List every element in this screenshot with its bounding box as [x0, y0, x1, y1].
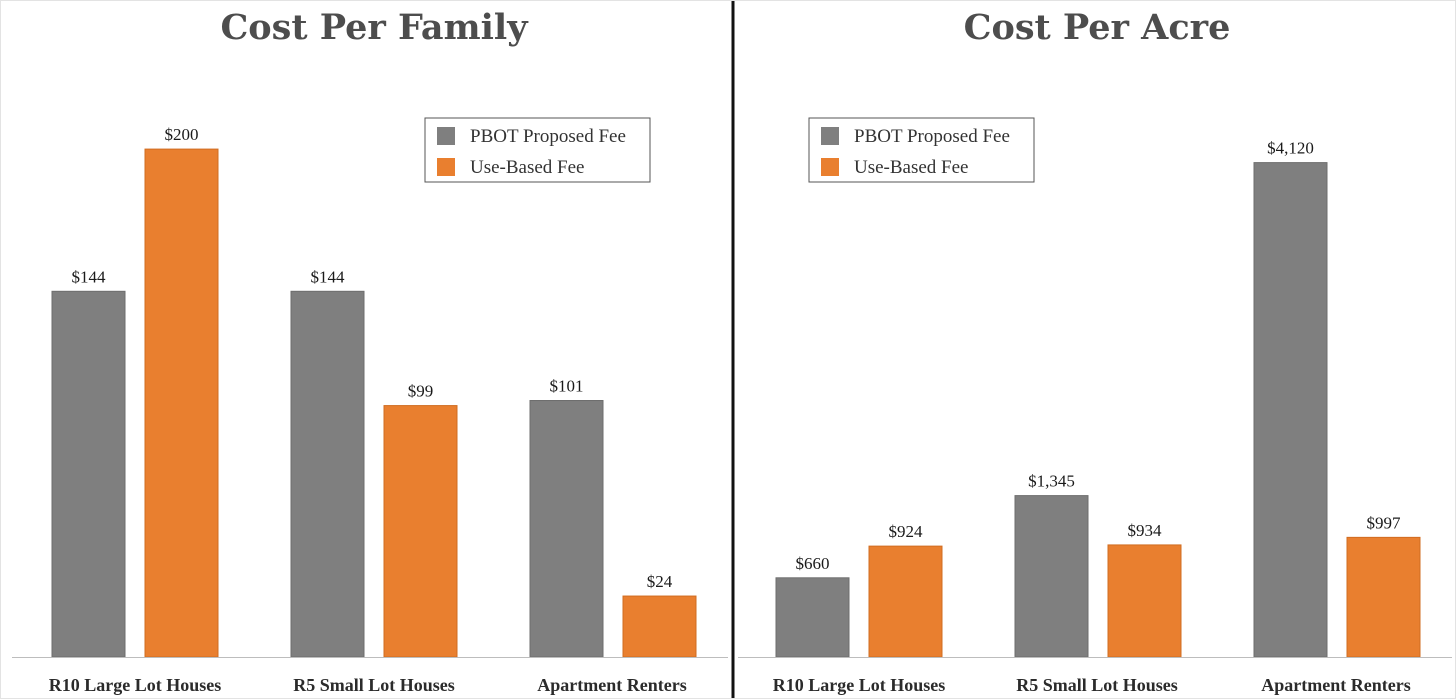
- cost-per-family-panel: Cost Per Family $144 $144 $101 $200 $99 $24 R1…: [12, 7, 728, 695]
- chart-title: Cost Per Family: [220, 7, 529, 48]
- x-tick-label: Apartment Renters: [537, 675, 686, 695]
- legend-swatch-pbot-proposed-fee: [821, 127, 839, 145]
- data-label: $660: [796, 554, 830, 573]
- chart-canvas: Cost Per Family $144 $144 $101 $200 $99 $24 R1…: [0, 0, 1456, 699]
- legend-swatch-use-based-fee: [437, 158, 455, 176]
- bar-pbot-proposed-fee-apartment-renters: [1254, 163, 1327, 657]
- legend: PBOT Proposed Fee Use-Based Fee: [425, 118, 650, 182]
- x-tick-label: R10 Large Lot Houses: [49, 675, 222, 695]
- data-label: $997: [1367, 513, 1402, 532]
- bar-use-based-fee-r5-small-lot-houses: [1108, 545, 1181, 657]
- x-tick-label: R10 Large Lot Houses: [773, 675, 946, 695]
- bar-use-based-fee-r10-large-lot-houses: [869, 546, 942, 657]
- x-tick-label: R5 Small Lot Houses: [1016, 675, 1178, 695]
- figure-border: [1, 1, 1456, 699]
- data-label: $99: [408, 382, 434, 401]
- bar-pbot-proposed-fee-r10-large-lot-houses: [52, 291, 125, 657]
- data-label: $24: [647, 572, 673, 591]
- legend-swatch-pbot-proposed-fee: [437, 127, 455, 145]
- bar-use-based-fee-apartment-renters: [623, 596, 696, 657]
- data-label: $144: [311, 267, 346, 286]
- bar-use-based-fee-r5-small-lot-houses: [384, 406, 457, 657]
- legend: PBOT Proposed Fee Use-Based Fee: [809, 118, 1034, 182]
- x-tick-label: R5 Small Lot Houses: [293, 675, 455, 695]
- data-label: $144: [72, 267, 107, 286]
- legend-swatch-use-based-fee: [821, 158, 839, 176]
- data-label: $934: [1128, 521, 1163, 540]
- cost-per-acre-panel: Cost Per Acre $660 $1,345 $4,120 $924 $934 $9…: [738, 7, 1452, 695]
- data-label: $924: [889, 522, 924, 541]
- legend-label: Use-Based Fee: [470, 157, 585, 178]
- bar-pbot-proposed-fee-r10-large-lot-houses: [776, 578, 849, 657]
- data-label: $101: [550, 377, 584, 396]
- legend-label: PBOT Proposed Fee: [854, 126, 1010, 147]
- bar-use-based-fee-r10-large-lot-houses: [145, 149, 218, 657]
- bar-pbot-proposed-fee-r5-small-lot-houses: [1015, 496, 1088, 657]
- legend-label: Use-Based Fee: [854, 157, 969, 178]
- chart-figure: Cost Per Family $144 $144 $101 $200 $99 $24 R1…: [0, 0, 1456, 699]
- bar-pbot-proposed-fee-apartment-renters: [530, 401, 603, 657]
- bar-use-based-fee-apartment-renters: [1347, 537, 1420, 657]
- data-label: $200: [165, 125, 199, 144]
- bar-pbot-proposed-fee-r5-small-lot-houses: [291, 291, 364, 657]
- data-label: $1,345: [1028, 472, 1075, 491]
- legend-label: PBOT Proposed Fee: [470, 126, 626, 147]
- chart-title: Cost Per Acre: [964, 7, 1231, 48]
- x-tick-label: Apartment Renters: [1261, 675, 1410, 695]
- data-label: $4,120: [1267, 139, 1314, 158]
